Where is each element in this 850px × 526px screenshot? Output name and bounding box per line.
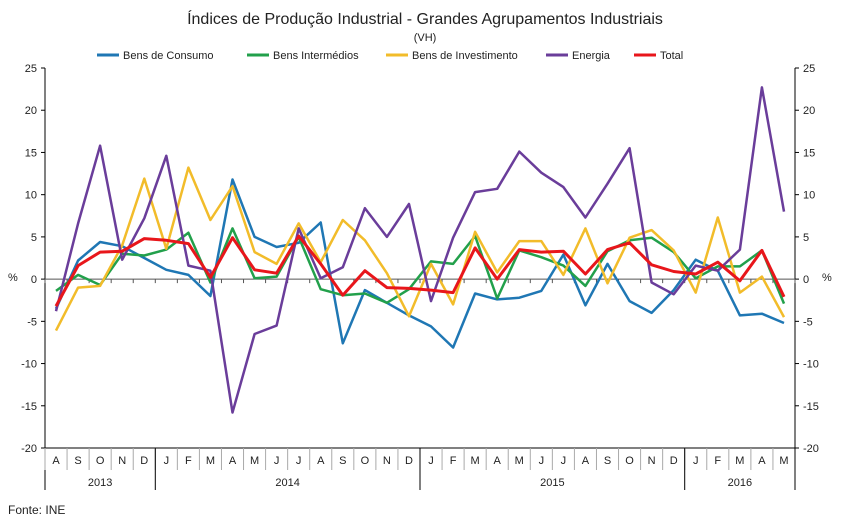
y-axis-label-right: %: [822, 272, 832, 284]
x-month-label: N: [383, 455, 391, 467]
x-month-label: J: [539, 455, 545, 467]
x-month-label: M: [471, 455, 480, 467]
y-tick-label-right: -10: [803, 359, 819, 371]
legend-label: Bens Intermédios: [273, 50, 359, 62]
y-tick-label: 0: [31, 274, 37, 286]
y-tick-label: -10: [21, 359, 37, 371]
series-lines: [54, 86, 786, 414]
x-month-label: J: [561, 455, 567, 467]
x-month-label: M: [206, 455, 215, 467]
y-tick-label: -20: [21, 443, 37, 455]
legend-label: Bens de Investimento: [412, 50, 518, 62]
x-year-label: 2014: [275, 477, 299, 489]
y-axis-label: %: [8, 272, 18, 284]
y-tick-label-right: -20: [803, 443, 819, 455]
y-tick-label-right: -15: [803, 401, 819, 413]
x-month-label: A: [758, 455, 766, 467]
x-month-label: J: [164, 455, 170, 467]
x-month-label: A: [317, 455, 325, 467]
y-tick-label: 20: [25, 105, 37, 117]
series-line-energia: [54, 86, 786, 414]
y-tick-label: 25: [25, 63, 37, 75]
x-month-label: D: [405, 455, 413, 467]
x-year-label: 2015: [540, 477, 564, 489]
x-year-label: 2013: [88, 477, 112, 489]
x-month-label: F: [450, 455, 457, 467]
x-month-label: F: [185, 455, 192, 467]
series-line-bens-de-consumo: [54, 178, 785, 349]
x-month-label: A: [52, 455, 60, 467]
x-month-label: A: [494, 455, 502, 467]
y-tick-label-right: 5: [803, 232, 809, 244]
x-month-label: A: [582, 455, 590, 467]
y-tick-label: -5: [27, 316, 37, 328]
y-tick-label-right: 10: [803, 190, 815, 202]
x-month-label: N: [648, 455, 656, 467]
x-month-label: A: [229, 455, 237, 467]
x-month-label: O: [361, 455, 370, 467]
y-tick-label: 15: [25, 147, 37, 159]
y-tick-label: -15: [21, 401, 37, 413]
y-tick-label-right: 20: [803, 105, 815, 117]
x-month-label: J: [274, 455, 280, 467]
x-month-label: J: [428, 455, 434, 467]
y-tick-label-right: 15: [803, 147, 815, 159]
x-month-label: S: [74, 455, 81, 467]
x-month-label: S: [604, 455, 611, 467]
x-month-label: S: [339, 455, 346, 467]
x-month-label: J: [693, 455, 699, 467]
x-year-label: 2016: [728, 477, 752, 489]
x-month-label: M: [515, 455, 524, 467]
legend-label: Bens de Consumo: [123, 50, 214, 62]
x-month-label: D: [140, 455, 148, 467]
chart-subtitle: (VH): [414, 32, 437, 44]
x-month-label: M: [779, 455, 788, 467]
x-month-label: O: [96, 455, 105, 467]
source-note: Fonte: INE: [8, 503, 65, 517]
x-month-label: M: [735, 455, 744, 467]
y-tick-label: 10: [25, 190, 37, 202]
chart-title: Índices de Produção Industrial - Grandes…: [187, 9, 663, 28]
legend: Bens de Consumo Bens Intermédios Bens de I…: [97, 50, 683, 62]
x-month-label: J: [296, 455, 302, 467]
x-month-label: M: [250, 455, 259, 467]
x-month-label: O: [625, 455, 634, 467]
legend-label: Total: [660, 50, 683, 62]
series-line-total: [54, 234, 786, 307]
x-month-label: F: [714, 455, 721, 467]
y-tick-label-right: -5: [803, 316, 813, 328]
y-tick-label: 5: [31, 232, 37, 244]
legend-label: Energia: [572, 50, 611, 62]
y-tick-label-right: 0: [803, 274, 809, 286]
x-month-label: D: [670, 455, 678, 467]
y-tick-label-right: 25: [803, 63, 815, 75]
x-month-label: N: [118, 455, 126, 467]
